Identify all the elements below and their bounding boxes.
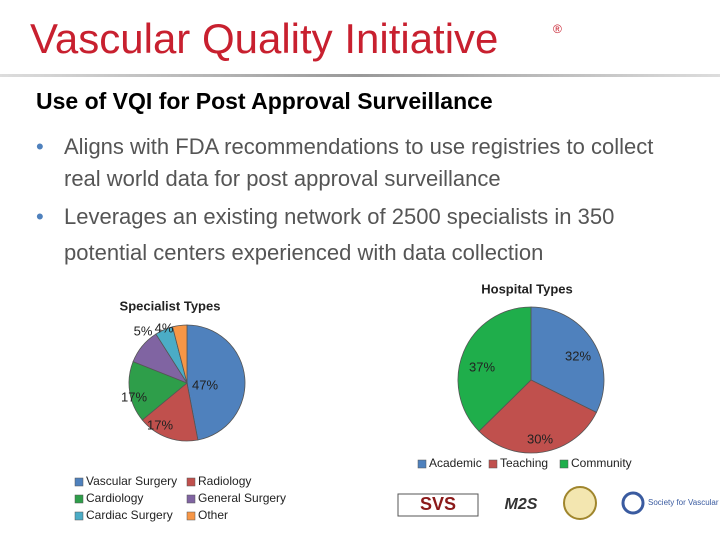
logo-svs-box	[397, 493, 479, 517]
value-label: 32%	[565, 348, 591, 363]
logo-svm: Society for Vascular Medicine	[648, 498, 720, 507]
bullet-text: Leverages an existing network of 2500 sp…	[64, 204, 614, 265]
chart-title: Hospital Types	[481, 281, 573, 296]
legend-swatch	[74, 477, 84, 487]
legend-label: Academic	[429, 456, 482, 470]
header-rule	[0, 74, 720, 77]
value-label: 17%	[121, 389, 147, 404]
value-label: 37%	[469, 359, 495, 374]
bullets: • Aligns with FDA recommendations to use …	[36, 134, 653, 265]
legend-swatch	[488, 459, 498, 469]
value-label: 17%	[147, 417, 173, 432]
bullet-dot: •	[36, 134, 44, 159]
pie-slice	[128, 361, 188, 421]
value-label: 47%	[192, 377, 218, 392]
chart-title: Specialist Types	[120, 298, 221, 313]
value-label: 4%	[155, 320, 174, 335]
logo-seal	[563, 486, 597, 520]
header-mark: ®	[553, 22, 562, 36]
legend-label: Radiology	[198, 474, 251, 488]
logo-m2s: M2S	[505, 496, 538, 513]
legend-label: Cardiac Surgery	[86, 508, 173, 522]
pie-slice	[172, 324, 188, 384]
legend-label: Cardiology	[86, 491, 143, 505]
pie-slice	[141, 382, 199, 442]
bullet-dot: •	[36, 204, 44, 229]
legend-swatch	[417, 459, 427, 469]
legend-swatch	[186, 494, 196, 504]
logo-svs: SVS	[420, 494, 456, 514]
legend-swatch	[559, 459, 569, 469]
logos: SVS M2S Society for Vascular Medicine	[397, 486, 720, 520]
legend-label: General Surgery	[198, 491, 286, 505]
legend-swatch	[186, 511, 196, 521]
value-label: 30%	[527, 431, 553, 446]
legend-label: Vascular Surgery	[86, 474, 177, 488]
pie-slice	[457, 306, 532, 432]
legend-swatch	[74, 511, 84, 521]
legend-swatch	[74, 494, 84, 504]
header-title: Vascular Quality Initiative	[30, 15, 498, 62]
pie-slice	[186, 324, 246, 441]
pie-slice	[530, 306, 605, 413]
logo-svm-icon	[621, 491, 645, 515]
legend-label: Community	[571, 456, 632, 470]
value-label: 5%	[134, 323, 153, 338]
legend-swatch	[186, 477, 196, 487]
charts: Specialist Types 47% 17%17% 5% 4% Vascular Su…	[74, 281, 632, 522]
legend-label: Teaching	[500, 456, 548, 470]
legend-label: Other	[198, 508, 228, 522]
pie-slice	[478, 379, 597, 454]
heading: Use of VQI for Post Approval Surveillanc…	[36, 88, 493, 114]
bullet-text: Aligns with FDA recommendations to use r…	[64, 134, 653, 191]
